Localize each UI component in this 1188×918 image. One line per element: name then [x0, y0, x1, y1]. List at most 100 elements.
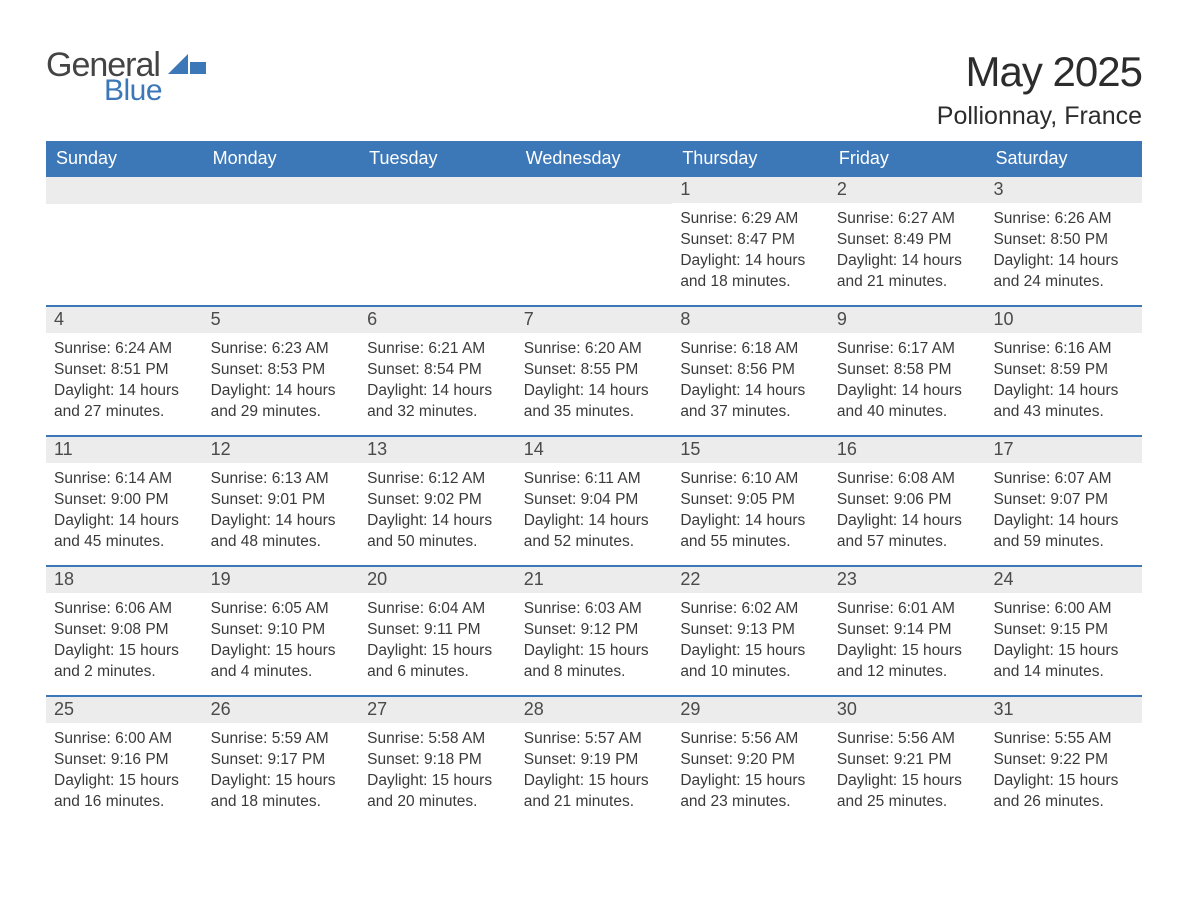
day-body: Sunrise: 6:23 AMSunset: 8:53 PMDaylight:…	[203, 333, 360, 427]
daylight-line: Daylight: 14 hours and 29 minutes.	[211, 381, 352, 423]
day-number: 20	[359, 567, 516, 593]
sunset-line: Sunset: 9:14 PM	[837, 620, 978, 641]
sunset-line: Sunset: 9:17 PM	[211, 750, 352, 771]
day-number: 12	[203, 437, 360, 463]
sunset-line: Sunset: 9:20 PM	[680, 750, 821, 771]
weekday-header: Monday	[203, 141, 360, 177]
daylight-line: Daylight: 15 hours and 16 minutes.	[54, 771, 195, 813]
sunrise-line: Sunrise: 6:18 AM	[680, 339, 821, 360]
sunrise-line: Sunrise: 6:04 AM	[367, 599, 508, 620]
weekday-header: Tuesday	[359, 141, 516, 177]
daylight-line: Daylight: 14 hours and 35 minutes.	[524, 381, 665, 423]
sunrise-line: Sunrise: 6:17 AM	[837, 339, 978, 360]
day-number: 15	[672, 437, 829, 463]
daylight-line: Daylight: 15 hours and 18 minutes.	[211, 771, 352, 813]
day-cell: 28Sunrise: 5:57 AMSunset: 9:19 PMDayligh…	[516, 697, 673, 825]
day-cell: 14Sunrise: 6:11 AMSunset: 9:04 PMDayligh…	[516, 437, 673, 565]
day-cell: 13Sunrise: 6:12 AMSunset: 9:02 PMDayligh…	[359, 437, 516, 565]
sunset-line: Sunset: 8:49 PM	[837, 230, 978, 251]
day-cell: 25Sunrise: 6:00 AMSunset: 9:16 PMDayligh…	[46, 697, 203, 825]
empty-day	[516, 177, 673, 204]
day-cell: 9Sunrise: 6:17 AMSunset: 8:58 PMDaylight…	[829, 307, 986, 435]
day-body: Sunrise: 6:00 AMSunset: 9:16 PMDaylight:…	[46, 723, 203, 817]
day-body: Sunrise: 6:17 AMSunset: 8:58 PMDaylight:…	[829, 333, 986, 427]
daylight-line: Daylight: 14 hours and 59 minutes.	[993, 511, 1134, 553]
weekday-header: Saturday	[985, 141, 1142, 177]
sunset-line: Sunset: 8:56 PM	[680, 360, 821, 381]
sunset-line: Sunset: 9:19 PM	[524, 750, 665, 771]
day-cell: 23Sunrise: 6:01 AMSunset: 9:14 PMDayligh…	[829, 567, 986, 695]
sunset-line: Sunset: 8:47 PM	[680, 230, 821, 251]
sunset-line: Sunset: 9:15 PM	[993, 620, 1134, 641]
day-cell: 24Sunrise: 6:00 AMSunset: 9:15 PMDayligh…	[985, 567, 1142, 695]
sunset-line: Sunset: 8:59 PM	[993, 360, 1134, 381]
day-number: 24	[985, 567, 1142, 593]
day-number: 27	[359, 697, 516, 723]
sunset-line: Sunset: 9:02 PM	[367, 490, 508, 511]
day-cell: 20 Sunrise: 6:04 AMSunset: 9:11 PMDayligh…	[359, 567, 516, 695]
week-row: 18Sunrise: 6:06 AMSunset: 9:08 PMDayligh…	[46, 565, 1142, 695]
sunset-line: Sunset: 8:58 PM	[837, 360, 978, 381]
sunrise-line: Sunrise: 5:58 AM	[367, 729, 508, 750]
daylight-line: Daylight: 15 hours and 6 minutes.	[367, 641, 508, 683]
sunset-line: Sunset: 9:16 PM	[54, 750, 195, 771]
day-number: 3	[985, 177, 1142, 203]
day-cell: 10Sunrise: 6:16 AMSunset: 8:59 PMDayligh…	[985, 307, 1142, 435]
sunrise-line: Sunrise: 5:59 AM	[211, 729, 352, 750]
day-number: 31	[985, 697, 1142, 723]
day-number: 13	[359, 437, 516, 463]
day-cell: 27Sunrise: 5:58 AMSunset: 9:18 PMDayligh…	[359, 697, 516, 825]
sunrise-line: Sunrise: 6:00 AM	[993, 599, 1134, 620]
day-number: 29	[672, 697, 829, 723]
sunset-line: Sunset: 9:11 PM	[367, 620, 508, 641]
day-body: Sunrise: 5:56 AMSunset: 9:20 PMDaylight:…	[672, 723, 829, 817]
day-number: 14	[516, 437, 673, 463]
sunrise-line: Sunrise: 6:03 AM	[524, 599, 665, 620]
day-cell: 6Sunrise: 6:21 AMSunset: 8:54 PMDaylight…	[359, 307, 516, 435]
week-row: 25Sunrise: 6:00 AMSunset: 9:16 PMDayligh…	[46, 695, 1142, 825]
week-row: 4Sunrise: 6:24 AMSunset: 8:51 PMDaylight…	[46, 305, 1142, 435]
day-body: Sunrise: 6:20 AMSunset: 8:55 PMDaylight:…	[516, 333, 673, 427]
brand-text: General Blue	[46, 48, 162, 106]
sunset-line: Sunset: 9:05 PM	[680, 490, 821, 511]
day-cell: 8Sunrise: 6:18 AMSunset: 8:56 PMDaylight…	[672, 307, 829, 435]
day-body: Sunrise: 5:57 AMSunset: 9:19 PMDaylight:…	[516, 723, 673, 817]
day-cell: 12Sunrise: 6:13 AMSunset: 9:01 PMDayligh…	[203, 437, 360, 565]
daylight-line: Daylight: 15 hours and 8 minutes.	[524, 641, 665, 683]
sunrise-line: Sunrise: 6:06 AM	[54, 599, 195, 620]
day-body: Sunrise: 5:58 AMSunset: 9:18 PMDaylight:…	[359, 723, 516, 817]
day-body: Sunrise: 5:56 AMSunset: 9:21 PMDaylight:…	[829, 723, 986, 817]
day-number: 7	[516, 307, 673, 333]
day-number: 16	[829, 437, 986, 463]
weekday-header: Sunday	[46, 141, 203, 177]
day-cell: 31 Sunrise: 5:55 AMSunset: 9:22 PMDayligh…	[985, 697, 1142, 825]
daylight-line: Daylight: 15 hours and 23 minutes.	[680, 771, 821, 813]
day-number: 17	[985, 437, 1142, 463]
day-cell	[203, 177, 360, 305]
sunrise-line: Sunrise: 6:23 AM	[211, 339, 352, 360]
top-bar: General Blue May 2025 Pollionnay, France	[46, 48, 1142, 131]
day-cell: 22Sunrise: 6:02 AMSunset: 9:13 PMDayligh…	[672, 567, 829, 695]
sunrise-line: Sunrise: 6:02 AM	[680, 599, 821, 620]
weekday-header: Friday	[829, 141, 986, 177]
day-number: 9	[829, 307, 986, 333]
sunset-line: Sunset: 9:22 PM	[993, 750, 1134, 771]
sunset-line: Sunset: 8:55 PM	[524, 360, 665, 381]
day-cell: 16Sunrise: 6:08 AMSunset: 9:06 PMDayligh…	[829, 437, 986, 565]
day-body: Sunrise: 6:12 AMSunset: 9:02 PMDaylight:…	[359, 463, 516, 557]
sunrise-line: Sunrise: 5:55 AM	[993, 729, 1134, 750]
day-number: 26	[203, 697, 360, 723]
sunset-line: Sunset: 9:06 PM	[837, 490, 978, 511]
daylight-line: Daylight: 15 hours and 12 minutes.	[837, 641, 978, 683]
sunrise-line: Sunrise: 6:27 AM	[837, 209, 978, 230]
day-number: 2	[829, 177, 986, 203]
weekday-header: Wednesday	[516, 141, 673, 177]
daylight-line: Daylight: 14 hours and 27 minutes.	[54, 381, 195, 423]
sunrise-line: Sunrise: 6:20 AM	[524, 339, 665, 360]
weekday-header: Thursday	[672, 141, 829, 177]
sunset-line: Sunset: 9:10 PM	[211, 620, 352, 641]
sunset-line: Sunset: 9:21 PM	[837, 750, 978, 771]
day-cell	[359, 177, 516, 305]
daylight-line: Daylight: 15 hours and 26 minutes.	[993, 771, 1134, 813]
sunrise-line: Sunrise: 6:26 AM	[993, 209, 1134, 230]
